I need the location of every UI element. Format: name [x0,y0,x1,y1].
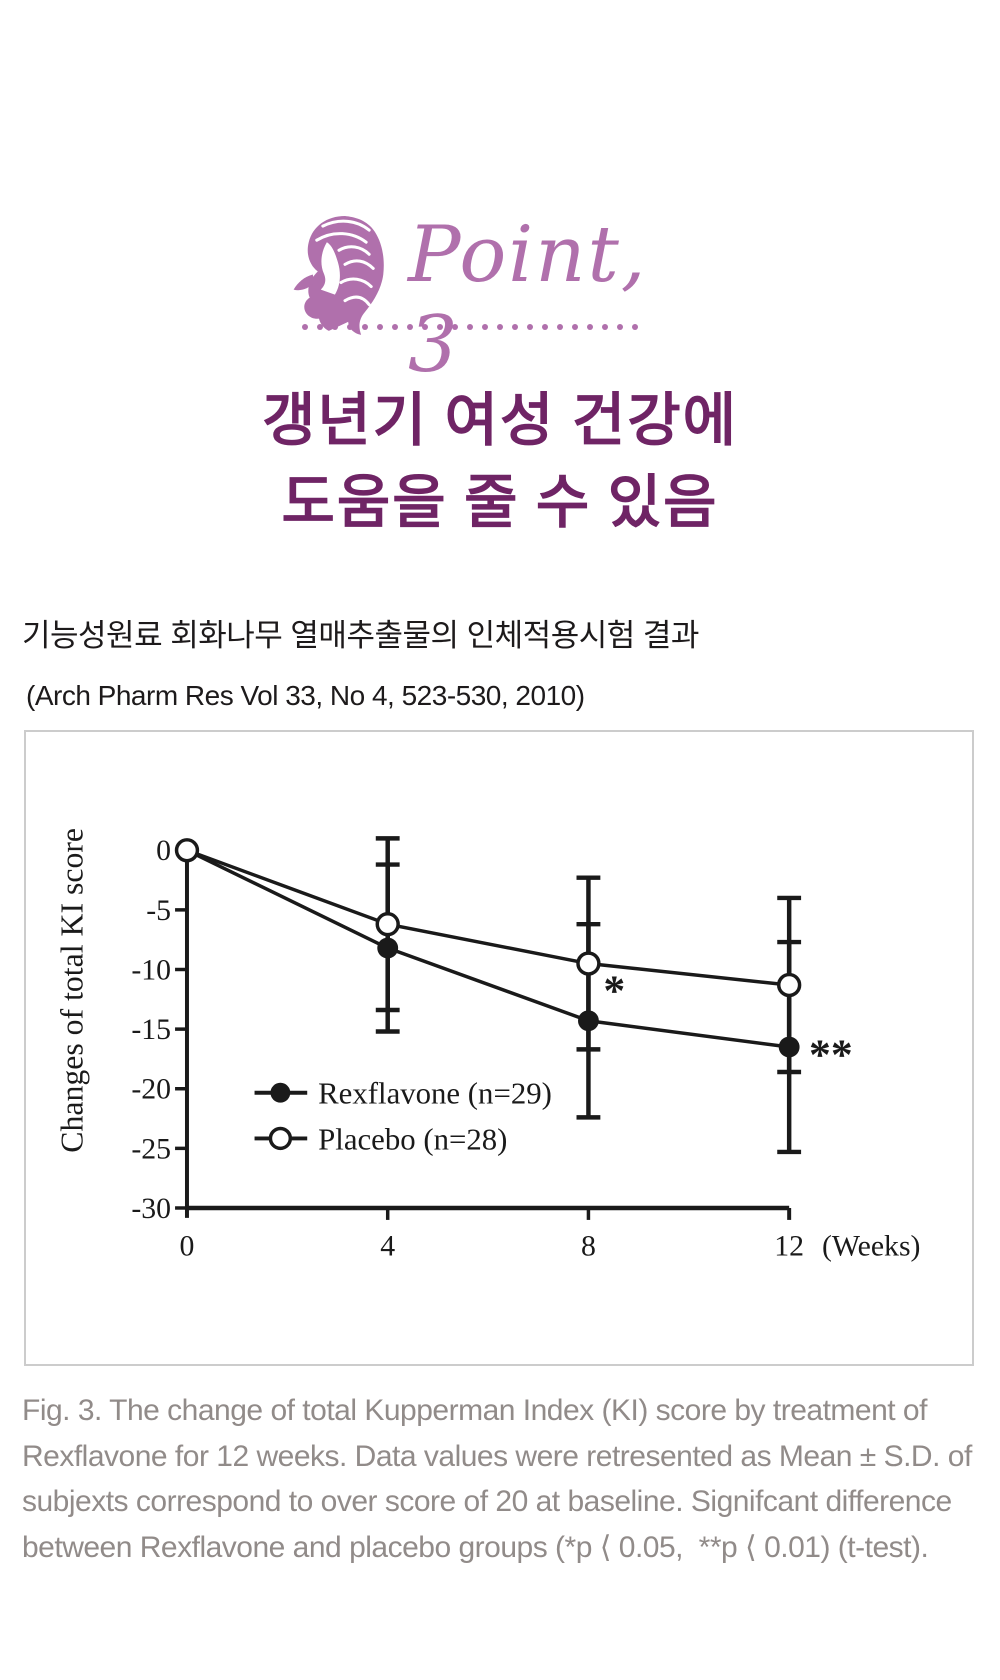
divider-dot [362,324,368,330]
study-heading: 기능성원료 회화나무 열매추출물의 인체적용시험 결과 [22,618,699,653]
divider-dot [437,324,443,330]
woman-hair-icon-svg [293,216,384,335]
svg-text:-5: -5 [146,894,171,927]
main-title: 갱년기 여성 건강에 도움을 줄 수 있음 [0,380,1000,544]
divider-dot [422,324,428,330]
divider-dot [467,324,473,330]
svg-text:12: 12 [774,1230,804,1263]
svg-text:-25: -25 [131,1132,171,1165]
divider-dot [527,324,533,330]
divider-dot [407,324,413,330]
svg-text:(Weeks): (Weeks) [822,1230,921,1263]
svg-text:Placebo (n=28): Placebo (n=28) [318,1122,507,1156]
markers-1 [174,838,802,998]
significance-marker: ** [809,1031,853,1079]
divider-dot [602,324,608,330]
significance-marker: * [603,967,625,1015]
svg-text:0: 0 [180,1230,195,1263]
divider-dot [497,324,503,330]
divider-dot [542,324,548,330]
divider-dot [452,324,458,330]
divider-dot [302,324,308,330]
svg-text:8: 8 [581,1230,596,1263]
divider-dot [482,324,488,330]
legend: Rexflavone (n=29) Placebo (n=28) [254,1077,552,1156]
svg-text:0: 0 [156,834,171,867]
ki-score-chart: 0 -5 -10 -15 -20 -25 -30 0 4 8 12 (Weeks) Changes of… [55,828,921,1263]
main-title-line1: 갱년기 여성 건강에 [262,388,738,453]
svg-text:-10: -10 [131,953,171,986]
chart-panel: 0 -5 -10 -15 -20 -25 -30 0 4 8 12 (Weeks) Changes of… [24,730,974,1366]
divider-dot [392,324,398,330]
divider-dot [332,324,338,330]
divider-dot [632,324,638,330]
svg-text:4: 4 [380,1230,395,1263]
divider-dot [377,324,383,330]
svg-text:-15: -15 [131,1013,171,1046]
study-citation: (Arch Pharm Res Vol 33, No 4, 523-530, 2… [26,680,585,711]
markers-0 [176,839,800,1058]
svg-text:-30: -30 [131,1192,171,1225]
dotted-divider [302,324,642,330]
point-label: Point, 3 [408,210,648,390]
divider-dot [347,324,353,330]
divider-dot [512,324,518,330]
divider-dot [617,324,623,330]
axes [175,844,792,1220]
svg-text:Changes of total KI score: Changes of total KI score [55,828,90,1153]
svg-text:Rexflavone (n=29): Rexflavone (n=29) [318,1077,552,1111]
divider-dot [317,324,323,330]
woman-hair-icon [290,212,402,348]
divider-dot [587,324,593,330]
svg-text:-20: -20 [131,1073,171,1106]
figure-caption: Fig. 3. The change of total Kupperman In… [22,1394,972,1564]
main-title-line2: 도움을 줄 수 있음 [281,470,719,535]
axis-labels: 0 -5 -10 -15 -20 -25 -30 0 4 8 12 (Weeks) Changes of… [55,828,921,1263]
divider-dot [572,324,578,330]
divider-dot [557,324,563,330]
